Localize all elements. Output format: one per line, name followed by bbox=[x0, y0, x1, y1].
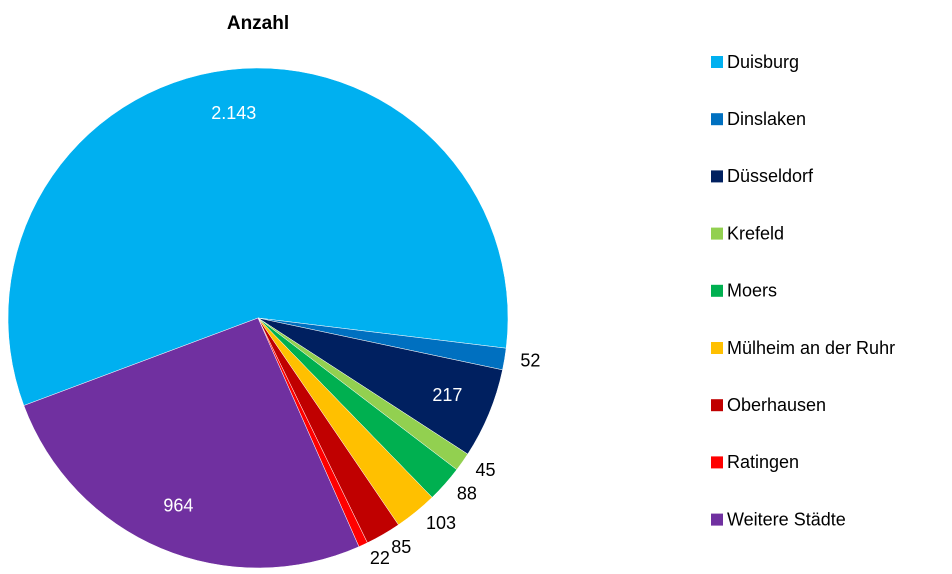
pie-slice bbox=[7, 67, 509, 406]
legend-label: Moers bbox=[727, 281, 777, 301]
legend-label: Krefeld bbox=[727, 223, 784, 243]
legend-swatch bbox=[711, 227, 723, 240]
legend-swatch bbox=[711, 284, 723, 297]
legend-swatch bbox=[711, 113, 723, 126]
legend-swatch bbox=[711, 56, 723, 68]
legend-label: Duisburg bbox=[727, 52, 799, 72]
legend-label: Dinslaken bbox=[727, 109, 806, 129]
data-label: 964 bbox=[163, 496, 193, 516]
data-label: 103 bbox=[426, 513, 456, 533]
chart-title: Anzahl bbox=[227, 13, 289, 34]
legend-swatch bbox=[711, 399, 723, 412]
legend-label: Mülheim an der Ruhr bbox=[727, 338, 895, 358]
legend-label: Düsseldorf bbox=[727, 166, 814, 186]
legend-swatch bbox=[711, 342, 723, 354]
legend-swatch bbox=[711, 456, 723, 469]
data-label: 217 bbox=[432, 385, 462, 405]
data-label: 45 bbox=[475, 460, 495, 480]
legend-swatch bbox=[711, 513, 723, 526]
data-label: 85 bbox=[391, 537, 411, 557]
legend-label: Oberhausen bbox=[727, 395, 826, 415]
legend-label: Weitere Städte bbox=[727, 509, 846, 529]
data-label: 2.143 bbox=[211, 103, 256, 123]
data-label: 88 bbox=[457, 483, 477, 503]
data-label: 22 bbox=[370, 548, 390, 568]
pie-slice bbox=[23, 317, 360, 569]
legend-swatch bbox=[711, 170, 723, 183]
legend-label: Ratingen bbox=[727, 452, 799, 472]
data-label: 52 bbox=[520, 350, 540, 370]
